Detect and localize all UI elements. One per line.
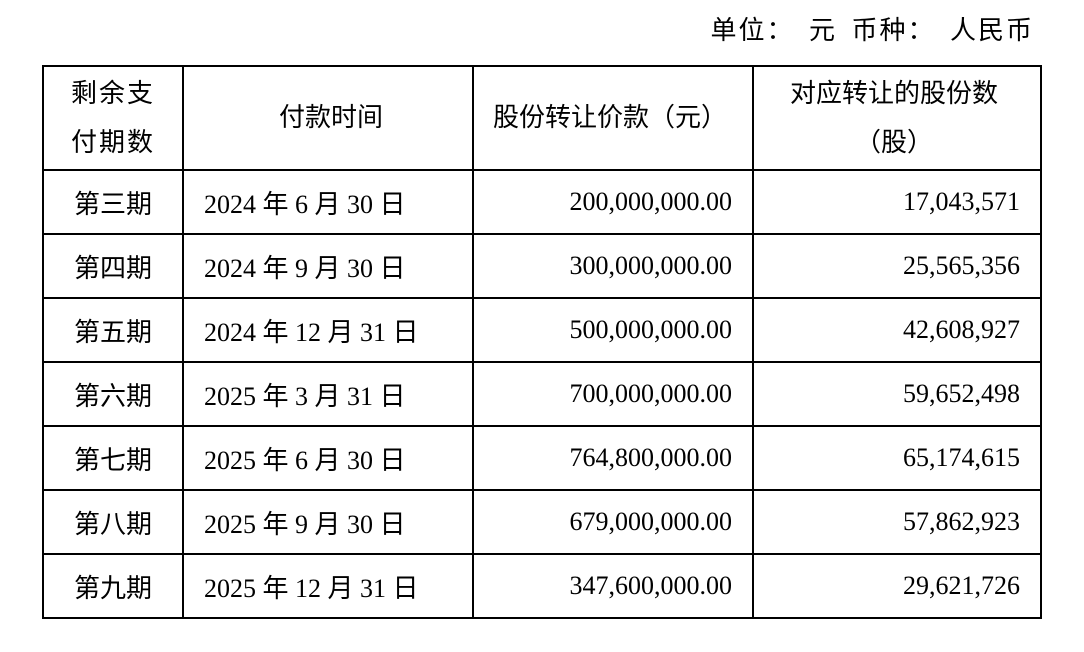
unit-label: 单位：: [710, 16, 794, 45]
cell-amount: 347,600,000.00: [473, 554, 753, 618]
cell-period: 第九期: [43, 554, 183, 618]
cell-shares: 17,043,571: [753, 170, 1041, 234]
cell-date: 2025 年 6 月 30 日: [183, 426, 473, 490]
cell-amount: 300,000,000.00: [473, 234, 753, 298]
table-body: 第三期 2024 年 6 月 30 日 200,000,000.00 17,04…: [43, 170, 1041, 618]
table-row: 第八期 2025 年 9 月 30 日 679,000,000.00 57,86…: [43, 490, 1041, 554]
cell-amount: 200,000,000.00: [473, 170, 753, 234]
cell-shares: 25,565,356: [753, 234, 1041, 298]
table-row: 第七期 2025 年 6 月 30 日 764,800,000.00 65,17…: [43, 426, 1041, 490]
table-row: 第四期 2024 年 9 月 30 日 300,000,000.00 25,56…: [43, 234, 1041, 298]
currency-value: 人民币: [950, 16, 1034, 45]
cell-date: 2025 年 12 月 31 日: [183, 554, 473, 618]
cell-date: 2024 年 6 月 30 日: [183, 170, 473, 234]
cell-amount: 764,800,000.00: [473, 426, 753, 490]
col-header-amount: 股份转让价款（元）: [473, 66, 753, 170]
col-header-period: 剩余支付期数: [43, 66, 183, 170]
unit-value: 元: [809, 16, 837, 45]
cell-shares: 42,608,927: [753, 298, 1041, 362]
cell-period: 第三期: [43, 170, 183, 234]
cell-date: 2025 年 9 月 30 日: [183, 490, 473, 554]
cell-period: 第八期: [43, 490, 183, 554]
table-row: 第三期 2024 年 6 月 30 日 200,000,000.00 17,04…: [43, 170, 1041, 234]
cell-shares: 29,621,726: [753, 554, 1041, 618]
table-header-row: 剩余支付期数 付款时间 股份转让价款（元） 对应转让的股份数（股）: [43, 66, 1041, 170]
cell-date: 2024 年 9 月 30 日: [183, 234, 473, 298]
cell-amount: 700,000,000.00: [473, 362, 753, 426]
payment-schedule-table: 剩余支付期数 付款时间 股份转让价款（元） 对应转让的股份数（股） 第三期 20…: [42, 65, 1042, 619]
col-header-date: 付款时间: [183, 66, 473, 170]
currency-label: 币种：: [851, 16, 935, 45]
cell-period: 第四期: [43, 234, 183, 298]
cell-amount: 679,000,000.00: [473, 490, 753, 554]
cell-date: 2025 年 3 月 31 日: [183, 362, 473, 426]
cell-period: 第五期: [43, 298, 183, 362]
cell-amount: 500,000,000.00: [473, 298, 753, 362]
cell-shares: 59,652,498: [753, 362, 1041, 426]
table-row: 第九期 2025 年 12 月 31 日 347,600,000.00 29,6…: [43, 554, 1041, 618]
cell-shares: 65,174,615: [753, 426, 1041, 490]
cell-shares: 57,862,923: [753, 490, 1041, 554]
table-row: 第五期 2024 年 12 月 31 日 500,000,000.00 42,6…: [43, 298, 1041, 362]
unit-currency-line: 单位： 元 币种： 人民币: [42, 10, 1042, 47]
col-header-period-text: 剩余支付期数: [71, 69, 155, 168]
table-row: 第六期 2025 年 3 月 31 日 700,000,000.00 59,65…: [43, 362, 1041, 426]
cell-date: 2024 年 12 月 31 日: [183, 298, 473, 362]
col-header-shares: 对应转让的股份数（股）: [753, 66, 1041, 170]
cell-period: 第七期: [43, 426, 183, 490]
cell-period: 第六期: [43, 362, 183, 426]
